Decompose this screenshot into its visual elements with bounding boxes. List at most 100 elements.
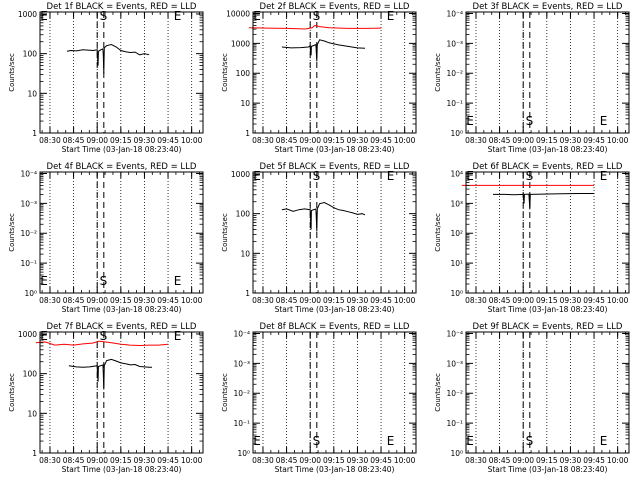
x-tick-label: 09:30 bbox=[560, 296, 582, 305]
y-tick-label: 1 bbox=[32, 129, 37, 138]
x-tick-label: 09:45 bbox=[583, 296, 605, 305]
x-tick-label: 10:00 bbox=[394, 456, 416, 465]
panel-9: Det 9f BLACK = Events, RED = LLD 10⁰ 10⁻¹ 1… bbox=[434, 322, 630, 474]
y-tick-label: 10 bbox=[240, 99, 250, 108]
marker-E-2: E bbox=[387, 9, 395, 23]
marker-E-2: E bbox=[387, 169, 395, 183]
marker-E-0: E bbox=[466, 434, 474, 448]
y-tick-label: 10⁰ bbox=[450, 449, 463, 458]
y-tick-label: 10² bbox=[450, 229, 463, 238]
y-tick-label: 10000 bbox=[226, 9, 250, 18]
panel-1: Det 1f BLACK = Events, RED = LLD 1 10 100 10… bbox=[8, 2, 204, 154]
marker-S-1: S bbox=[100, 329, 108, 343]
x-tick-label: 09:00 bbox=[86, 456, 108, 465]
marker-E-0: E bbox=[40, 9, 48, 23]
y-tick-label: 10⁻² bbox=[446, 69, 463, 78]
y-tick-label: 10⁰ bbox=[450, 289, 463, 298]
x-tick-label: 08:30 bbox=[252, 296, 274, 305]
x-tick-label: 09:45 bbox=[370, 456, 392, 465]
plot-frame bbox=[39, 11, 204, 134]
y-axis-label: Counts/sec bbox=[8, 53, 16, 92]
x-tick-label: 09:00 bbox=[86, 296, 108, 305]
x-tick-label: 08:45 bbox=[276, 456, 298, 465]
series-line-1 bbox=[493, 193, 594, 210]
marker-E-0: E bbox=[466, 114, 474, 128]
y-tick-label: 1 bbox=[245, 129, 250, 138]
y-axis-label: Counts/sec bbox=[221, 53, 229, 92]
x-tick-label: 09:45 bbox=[157, 296, 179, 305]
marker-S-1: S bbox=[526, 169, 534, 183]
panel-title: Det 1f BLACK = Events, RED = LLD bbox=[47, 2, 197, 12]
x-tick-label: 09:45 bbox=[583, 136, 605, 145]
series-line-1 bbox=[281, 201, 366, 232]
y-tick-label: 10⁻³ bbox=[20, 199, 37, 208]
panel-title: Det 7f BLACK = Events, RED = LLD bbox=[47, 322, 197, 332]
x-tick-label: 08:45 bbox=[489, 456, 511, 465]
panel-7: Det 7f BLACK = Events, RED = LLD 1 10 100 10… bbox=[8, 322, 204, 474]
y-tick-label: 1 bbox=[32, 449, 37, 458]
x-tick-label: 10:00 bbox=[394, 296, 416, 305]
series-line-1 bbox=[66, 43, 150, 74]
x-tick-label: 09:45 bbox=[157, 136, 179, 145]
y-tick-label: 10⁻¹ bbox=[20, 259, 37, 268]
y-axis-label: Counts/sec bbox=[434, 213, 442, 252]
x-tick-label: 10:00 bbox=[607, 456, 629, 465]
x-axis-label: Start Time (03-Jan-18 08:23:40) bbox=[62, 145, 182, 154]
x-tick-label: 10:00 bbox=[181, 456, 203, 465]
x-tick-label: 09:45 bbox=[157, 456, 179, 465]
y-tick-label: 10³ bbox=[450, 199, 463, 208]
x-tick-label: 08:45 bbox=[489, 296, 511, 305]
plot-frame bbox=[252, 331, 417, 454]
y-axis-label: Counts/sec bbox=[434, 53, 442, 92]
y-tick-label: 10⁻³ bbox=[446, 359, 463, 368]
panel-6: Det 6f BLACK = Events, RED = LLD 10⁰ 10¹ 10… bbox=[434, 162, 630, 314]
x-tick-label: 09:00 bbox=[299, 296, 321, 305]
marker-E-2: E bbox=[174, 274, 182, 288]
x-tick-label: 08:30 bbox=[465, 136, 487, 145]
x-tick-label: 09:15 bbox=[323, 136, 345, 145]
x-tick-label: 08:45 bbox=[63, 136, 85, 145]
x-tick-label: 08:30 bbox=[39, 456, 61, 465]
y-tick-label: 10⁻² bbox=[233, 389, 250, 398]
marker-S-1: S bbox=[526, 114, 534, 128]
y-tick-label: 10⁻³ bbox=[233, 359, 250, 368]
y-tick-label: 10⁻³ bbox=[446, 39, 463, 48]
x-tick-label: 09:15 bbox=[110, 136, 132, 145]
y-tick-label: 10⁰ bbox=[237, 449, 250, 458]
x-axis-label: Start Time (03-Jan-18 08:23:40) bbox=[488, 145, 608, 154]
x-tick-label: 09:00 bbox=[512, 136, 534, 145]
plot-frame bbox=[465, 11, 630, 134]
panel-title: Det 3f BLACK = Events, RED = LLD bbox=[473, 2, 623, 12]
series-line-2 bbox=[35, 340, 169, 347]
y-tick-label: 1000 bbox=[231, 170, 250, 179]
y-tick-label: 10⁻⁴ bbox=[20, 169, 37, 178]
x-tick-label: 08:30 bbox=[39, 296, 61, 305]
x-tick-label: 09:30 bbox=[134, 456, 156, 465]
marker-E-0: E bbox=[253, 169, 261, 183]
y-tick-label: 100 bbox=[23, 370, 38, 379]
x-tick-label: 09:30 bbox=[560, 136, 582, 145]
x-axis-label: Start Time (03-Jan-18 08:23:40) bbox=[488, 465, 608, 474]
plot-frame bbox=[39, 331, 204, 454]
x-tick-label: 09:00 bbox=[86, 136, 108, 145]
plot-frame bbox=[465, 171, 630, 294]
marker-E-2: E bbox=[600, 114, 608, 128]
x-tick-label: 08:30 bbox=[252, 136, 274, 145]
y-tick-label: 10⁻² bbox=[446, 389, 463, 398]
panel-title: Det 5f BLACK = Events, RED = LLD bbox=[260, 162, 410, 172]
x-tick-label: 09:30 bbox=[560, 456, 582, 465]
series-line-1 bbox=[281, 39, 366, 62]
panel-title: Det 6f BLACK = Events, RED = LLD bbox=[473, 162, 623, 172]
x-tick-label: 08:30 bbox=[465, 296, 487, 305]
marker-S-1: S bbox=[313, 9, 321, 23]
panel-title: Det 8f BLACK = Events, RED = LLD bbox=[260, 322, 410, 332]
x-tick-label: 10:00 bbox=[607, 136, 629, 145]
y-tick-label: 10⁻¹ bbox=[233, 419, 250, 428]
x-axis-label: Start Time (03-Jan-18 08:23:40) bbox=[62, 465, 182, 474]
marker-E-2: E bbox=[387, 434, 395, 448]
panel-title: Det 9f BLACK = Events, RED = LLD bbox=[473, 322, 623, 332]
y-tick-label: 10⁻⁴ bbox=[233, 329, 250, 338]
marker-E-2: E bbox=[600, 434, 608, 448]
x-tick-label: 10:00 bbox=[607, 296, 629, 305]
